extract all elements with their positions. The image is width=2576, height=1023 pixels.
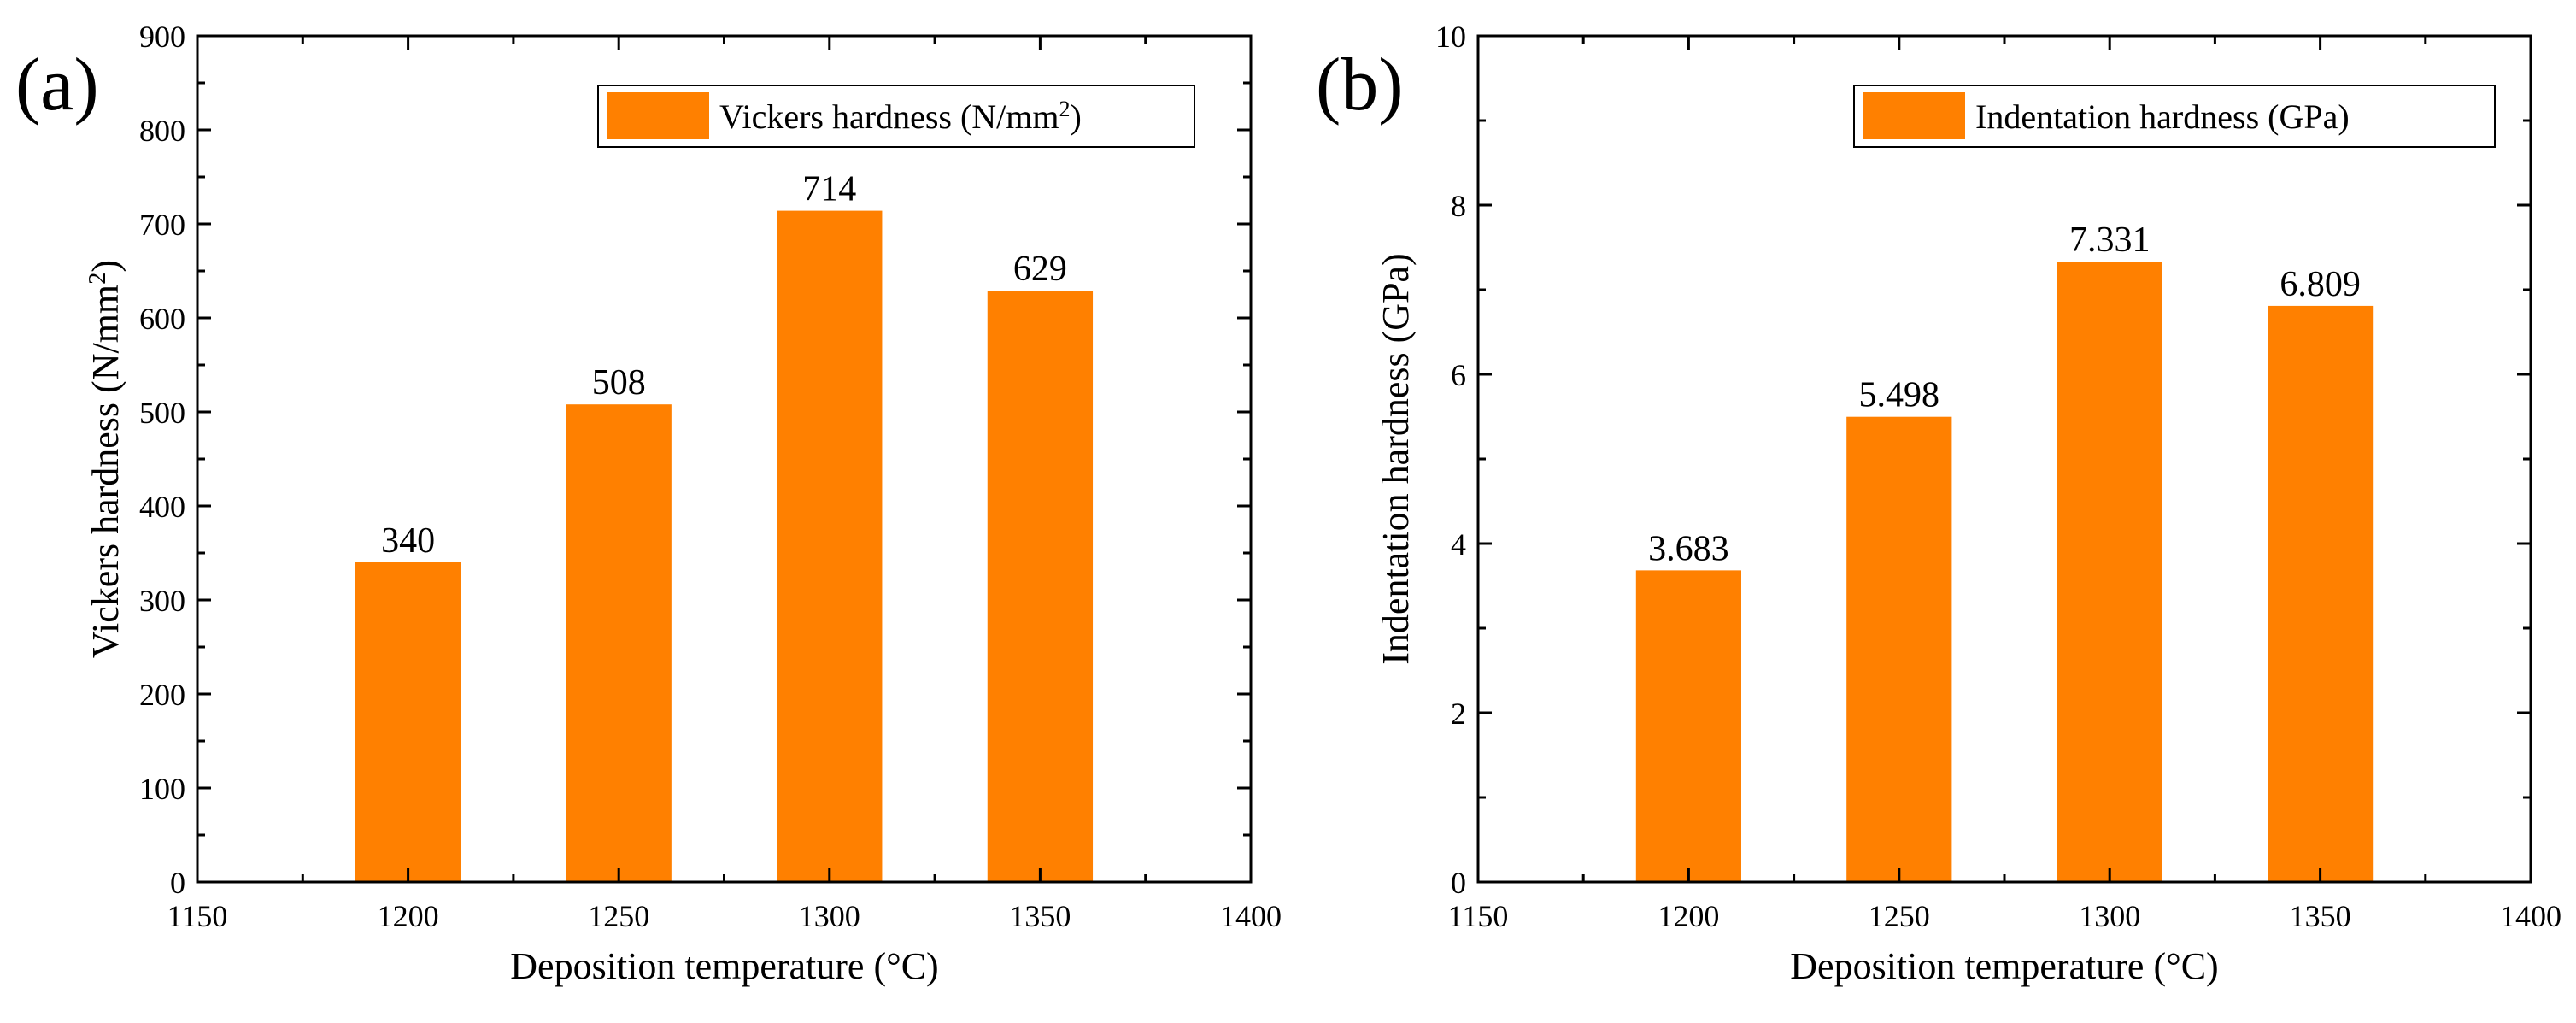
- y-tick-label: 300: [139, 584, 185, 618]
- x-tick-label: 1200: [1658, 899, 1719, 933]
- y-tick-label: 10: [1435, 20, 1466, 54]
- y-tick-label: 8: [1451, 189, 1466, 223]
- panel-label: (a): [15, 44, 99, 126]
- x-tick-label: 1400: [2500, 899, 2561, 933]
- bar: [1846, 416, 1952, 882]
- x-tick-label: 1250: [588, 899, 649, 933]
- x-axis-title: Deposition temperature (°C): [510, 945, 938, 987]
- y-tick-label: 700: [139, 208, 185, 242]
- x-tick-label: 1150: [1448, 899, 1509, 933]
- bar: [777, 210, 883, 883]
- y-tick-label: 100: [139, 772, 185, 806]
- y-tick-label: 200: [139, 678, 185, 712]
- data-label: 3.683: [1648, 529, 1729, 568]
- data-label: 5.498: [1859, 376, 1940, 415]
- x-tick-label: 1200: [378, 899, 439, 933]
- data-label: 629: [1013, 250, 1067, 289]
- bar: [355, 562, 461, 882]
- bar: [2268, 305, 2374, 882]
- data-label: 340: [381, 521, 435, 561]
- legend: Indentation hardness (GPa): [1853, 85, 2496, 148]
- bar: [987, 291, 1094, 883]
- data-label: 7.331: [2069, 220, 2151, 260]
- x-tick-label: 1250: [1869, 899, 1930, 933]
- y-tick-label: 6: [1451, 358, 1466, 392]
- data-label: 714: [802, 170, 856, 209]
- y-axis-title: Indentation hardness (GPa): [1375, 253, 1417, 664]
- y-tick-label: 400: [139, 490, 185, 524]
- x-tick-label: 1350: [1009, 899, 1071, 933]
- legend-label: Indentation hardness (GPa): [1975, 97, 2350, 136]
- legend-label: Vickers hardness (N/mm2): [719, 97, 1082, 137]
- y-tick-label: 900: [139, 20, 185, 54]
- x-axis-title: Deposition temperature (°C): [1790, 945, 2218, 987]
- y-tick-label: 2: [1451, 697, 1466, 731]
- y-tick-label: 500: [139, 396, 185, 430]
- chart-panel-b: 3.683 5.498 7.331 6.809 1150 1200 1250 1300 1350…: [1316, 20, 2561, 987]
- bar: [566, 404, 672, 882]
- chart-panel-a: 340 508 714 629 1150 1200 1250 1300 1350 1400 0 100…: [15, 20, 1282, 987]
- y-tick-label: 4: [1451, 527, 1466, 561]
- y-tick-label: 800: [139, 114, 185, 148]
- x-tick-label: 1150: [167, 899, 228, 933]
- legend-swatch: [1863, 92, 1965, 139]
- x-tick-label: 1400: [1220, 899, 1282, 933]
- y-axis-title: Vickers hardness (N/mm2): [85, 260, 127, 658]
- x-tick-label: 1300: [799, 899, 860, 933]
- data-label: 508: [592, 363, 646, 403]
- y-tick-label: 600: [139, 302, 185, 336]
- legend: Vickers hardness (N/mm2): [597, 85, 1195, 148]
- y-tick-label: 0: [1451, 866, 1466, 900]
- bar: [2057, 262, 2162, 883]
- x-tick-label: 1350: [2290, 899, 2351, 933]
- data-label: 6.809: [2280, 265, 2361, 304]
- panel-label: (b): [1316, 44, 1404, 126]
- x-tick-label: 1300: [2079, 899, 2140, 933]
- legend-swatch: [607, 92, 709, 139]
- bar: [1635, 570, 1741, 882]
- y-tick-label: 0: [170, 866, 185, 900]
